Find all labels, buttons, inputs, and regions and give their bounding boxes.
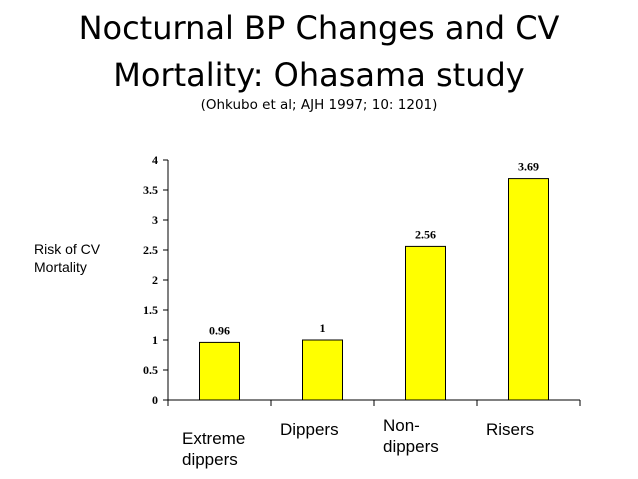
bar bbox=[405, 245, 446, 401]
y-tick-label: 3.5 bbox=[143, 183, 158, 197]
chart-title-line1: Nocturnal BP Changes and CV bbox=[78, 9, 560, 47]
x-category-label: Risers bbox=[486, 420, 535, 439]
x-category-label: Non- dippers bbox=[383, 416, 439, 456]
bar-data-label: 3.69 bbox=[518, 160, 539, 174]
y-tick-label: 1 bbox=[152, 333, 158, 347]
y-tick-label: 0.5 bbox=[143, 363, 158, 377]
y-tick-label: 4 bbox=[152, 153, 158, 167]
y-tick-label: 3 bbox=[152, 213, 158, 227]
chart-citation: (Ohkubo et al; AJH 1997; 10: 1201) bbox=[200, 97, 438, 113]
y-axis-label: Risk of CV Mortality bbox=[34, 241, 101, 275]
bar-data-label: 1 bbox=[320, 321, 326, 335]
chart-data-labels: 0.96 1 2.56 3.69 bbox=[209, 160, 539, 338]
bar bbox=[199, 341, 240, 401]
x-category-label: Extreme dippers bbox=[182, 429, 246, 469]
chart-axes: 0 0.5 1 1.5 2 2.5 3 3.5 4 bbox=[143, 153, 581, 407]
bar-data-label: 0.96 bbox=[209, 323, 230, 337]
bar bbox=[302, 339, 343, 401]
x-category-label: Dippers bbox=[280, 420, 339, 439]
chart-bars bbox=[199, 178, 549, 401]
chart-title-line2: Mortality: Ohasama study bbox=[113, 56, 525, 94]
y-tick-label: 0 bbox=[152, 393, 158, 407]
bar-data-label: 2.56 bbox=[415, 227, 436, 241]
y-tick-label: 2.5 bbox=[143, 243, 158, 257]
bar bbox=[508, 178, 549, 401]
y-tick-label: 1.5 bbox=[143, 303, 158, 317]
y-tick-label: 2 bbox=[152, 273, 158, 287]
